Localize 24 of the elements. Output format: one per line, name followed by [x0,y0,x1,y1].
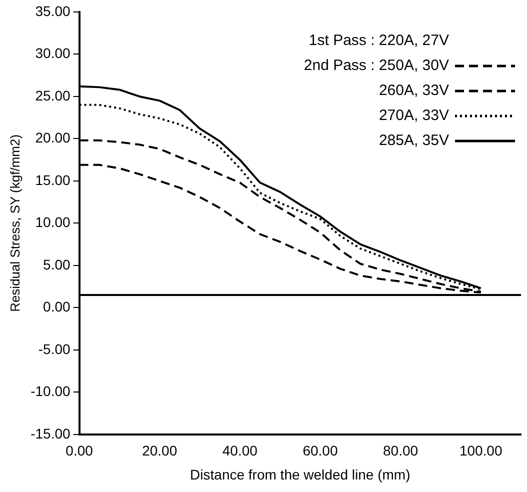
y-tick-label: -10.00 [30,383,71,400]
y-tick-label: 20.00 [35,130,70,146]
y-tick-label: -15.00 [30,425,71,442]
x-tick-label: 40.00 [222,442,258,459]
y-tick-label: 30.00 [35,45,70,62]
x-tick-label: 60.00 [302,442,338,459]
y-tick-label: 25.00 [35,87,70,104]
x-tick-label: 20.00 [142,442,178,459]
x-axis-title: Distance from the welded line (mm) [190,466,410,482]
y-tick-label: 15.00 [35,172,70,188]
y-tick-label: -5.00 [38,340,70,357]
y-tick-label: 0.00 [43,298,71,315]
legend-label: 260A, 33V [378,82,449,99]
x-tick-label: 100.00 [459,442,502,459]
x-tick-label: 80.00 [383,442,418,459]
y-tick-label: 35.00 [35,2,70,19]
y-tick-label: 5.00 [43,256,71,272]
legend-label: 270A, 33V [378,107,449,124]
legend-label: 2nd Pass : 250A, 30V [304,57,449,74]
legend-title: 1st Pass : 220A, 27V [308,32,449,49]
legend-label: 285A, 35V [378,132,449,149]
y-axis-title: Residual Stress, SY (kgf/mm2) [7,134,22,312]
x-tick-label: 0.00 [66,442,94,459]
y-tick-label: 10.00 [35,214,70,230]
